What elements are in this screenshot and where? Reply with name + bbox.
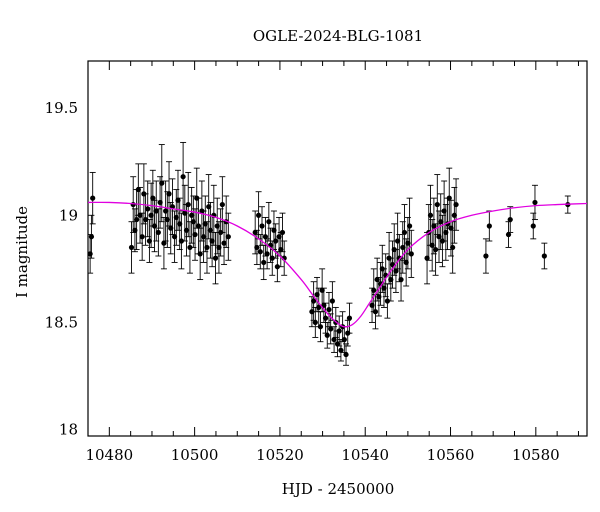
x-tick-label: 10500 xyxy=(171,446,219,464)
data-point xyxy=(530,223,536,229)
data-point xyxy=(139,234,145,240)
data-point xyxy=(273,238,279,244)
data-point xyxy=(331,336,337,343)
y-tick-label: 19.5 xyxy=(45,99,78,117)
data-point xyxy=(266,219,272,225)
data-point xyxy=(408,251,414,257)
data-point xyxy=(322,315,329,321)
data-point xyxy=(486,223,492,229)
y-axis-title: I magnitude xyxy=(13,206,31,298)
data-point xyxy=(187,244,193,251)
data-point xyxy=(264,251,270,257)
data-point xyxy=(221,240,227,246)
plot-area: 10480 10500 10520 10540 10560 10580 18 18.5 19 19… xyxy=(45,60,588,464)
data-point xyxy=(343,351,349,358)
data-point xyxy=(254,244,260,251)
data-point xyxy=(225,234,231,240)
data-point xyxy=(507,216,513,223)
data-point xyxy=(212,255,219,261)
y-tick-label: 18.5 xyxy=(45,313,78,331)
data-point xyxy=(532,199,538,206)
data-point xyxy=(153,208,159,214)
data-point xyxy=(316,304,322,311)
chart-title: OGLE-2024-BLG-1081 xyxy=(253,27,423,45)
data-point xyxy=(197,251,203,257)
data-point xyxy=(317,324,324,330)
x-tick-label: 10480 xyxy=(85,446,133,464)
data-point xyxy=(372,309,379,315)
data-point xyxy=(88,234,95,240)
data-point xyxy=(406,223,413,229)
data-point xyxy=(195,223,202,229)
data-point xyxy=(312,319,318,326)
x-tick-label: 10540 xyxy=(341,446,389,464)
data-point xyxy=(255,212,262,218)
x-tick-label: 10520 xyxy=(256,446,304,464)
data-point xyxy=(371,287,377,293)
data-point xyxy=(505,231,512,238)
x-tick-label: 10580 xyxy=(512,446,560,464)
data-point xyxy=(180,174,186,180)
data-point xyxy=(483,253,489,259)
data-point xyxy=(324,332,330,338)
x-tick-label: 10560 xyxy=(427,446,475,464)
data-point xyxy=(341,336,347,343)
model-curve xyxy=(88,201,587,328)
data-point xyxy=(150,195,156,201)
data-point xyxy=(90,195,96,201)
data-point xyxy=(398,276,404,283)
data-point xyxy=(541,253,547,259)
data-point xyxy=(178,238,185,244)
data-point xyxy=(142,216,149,223)
data-point xyxy=(192,231,198,238)
x-axis-title: HJD - 2450000 xyxy=(282,480,395,498)
data-point xyxy=(326,306,332,313)
data-point xyxy=(279,229,286,236)
data-point xyxy=(401,229,408,236)
data-point xyxy=(166,191,172,197)
data-point xyxy=(269,255,275,261)
data-point xyxy=(384,298,390,304)
data-point xyxy=(134,216,140,223)
data-point xyxy=(262,234,269,240)
data-point xyxy=(393,268,399,274)
plot-frame xyxy=(87,60,588,437)
data-point xyxy=(145,206,151,212)
data-point xyxy=(137,212,143,218)
data-point xyxy=(88,251,93,257)
data-point xyxy=(329,298,335,304)
data-point xyxy=(311,298,317,304)
data-point xyxy=(261,259,267,266)
data-point xyxy=(450,244,456,251)
data-point xyxy=(346,315,353,321)
data-point xyxy=(274,264,280,270)
data-point xyxy=(219,201,225,208)
data-point xyxy=(257,249,263,255)
data-point xyxy=(328,326,334,332)
data-point xyxy=(159,180,165,186)
y-tick-label: 18 xyxy=(59,421,78,439)
data-point xyxy=(161,240,167,246)
data-point xyxy=(446,195,452,201)
data-point xyxy=(453,201,459,208)
data-point xyxy=(185,201,191,208)
data-point xyxy=(432,246,439,253)
data-point xyxy=(338,347,344,353)
data-point xyxy=(204,244,210,251)
data-point xyxy=(336,328,342,334)
data-point xyxy=(427,212,434,218)
data-point xyxy=(155,229,161,236)
data-point xyxy=(434,201,440,208)
data-point xyxy=(128,244,135,251)
data-point xyxy=(130,201,136,208)
y-tick-label: 19 xyxy=(59,206,78,224)
data-point xyxy=(259,223,265,229)
